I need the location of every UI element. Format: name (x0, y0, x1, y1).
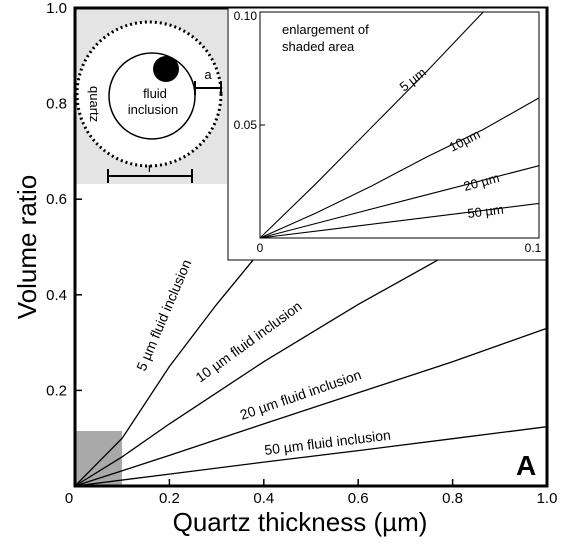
inset-plot-frame (259, 11, 540, 239)
inset-curve-label-50um: 50 µm (467, 202, 505, 221)
inset-curves (259, 11, 540, 239)
inset-y-tick-label-0: 0.05 (234, 118, 258, 132)
inset-x-tick-label-1: 0.1 (525, 241, 542, 255)
shaded-area (75, 431, 122, 486)
inset-y-tick-label-1: 0.10 (234, 9, 258, 23)
x-axis-title: Quartz thickness (µm) (173, 507, 428, 537)
inset-title-line-2: shaded area (282, 39, 355, 54)
x-tick-label-5: 1.0 (537, 490, 558, 507)
inset-curve-series-2 (259, 165, 540, 239)
r-label: r (148, 160, 153, 175)
inset-curve-series-3 (259, 202, 540, 239)
fluid-label: fluid (143, 86, 167, 101)
x-tick-label-4: 0.8 (442, 490, 463, 507)
inclusion-label: inclusion (128, 102, 179, 117)
inset-ticks: 0 0.1 0.05 0.10 (234, 9, 542, 255)
x-tick-label-1: 0.2 (159, 490, 180, 507)
y-tick-label-5: 1.0 (46, 0, 67, 17)
x-tick-label-2: 0.4 (253, 490, 274, 507)
x-tick-label-3: 0.6 (348, 490, 369, 507)
quartz-label: quartz (87, 86, 102, 122)
y-tick-label-3: 0.6 (46, 191, 67, 208)
y-tick-label-2: 0.4 (46, 287, 67, 304)
inset-x-tick-label-0: 0 (257, 241, 264, 255)
curve-label-50um: 50 µm fluid inclusion (263, 427, 391, 458)
curve-series-2 (74, 327, 548, 487)
y-tick-label-4: 0.8 (46, 96, 67, 113)
a-label: a (204, 67, 212, 82)
inset-curve-series-0 (259, 11, 484, 239)
main-ticks: 0 0.2 0.4 0.6 0.8 1.0 0.2 0.4 0.6 0.8 1.0 (46, 0, 557, 507)
y-tick-label-1: 0.2 (46, 382, 67, 399)
inset-title-line-1: enlargement of (282, 22, 369, 37)
inset-curve-series-1 (259, 97, 540, 239)
schematic: fluid inclusion quartz a r (75, 20, 223, 183)
y-axis-title: Volume ratio (12, 175, 42, 320)
panel-letter: A (516, 450, 536, 481)
gas-bubble (153, 56, 179, 82)
curve-label-5um: 5 µm fluid inclusion (133, 257, 194, 373)
curve-label-20um: 20 µm fluid inclusion (238, 366, 363, 423)
x-tick-label-0: 0 (65, 490, 73, 507)
curve-series-3 (74, 426, 548, 487)
